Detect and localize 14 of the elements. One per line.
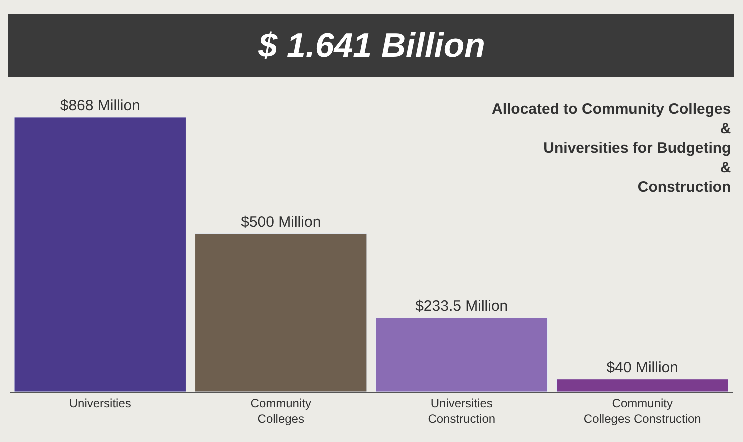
- chart-title: $ 1.641 Billion: [258, 27, 486, 65]
- data-label: $868 Million: [60, 97, 140, 114]
- x-tick-label: Community Colleges Construction: [584, 396, 702, 426]
- x-tick-label: Community Colleges: [250, 396, 312, 426]
- text: Allocated to Community Colleges & Universities for Budgeting & Construction: [492, 101, 732, 196]
- x-tick-label: Universities Construction: [428, 396, 496, 426]
- data-label: $500 Million: [241, 214, 322, 231]
- x-tick-label: Universities: [69, 396, 132, 410]
- bar: [556, 379, 729, 392]
- bar: [14, 117, 186, 392]
- bar: [195, 234, 368, 392]
- data-label: $233.5 Million: [416, 298, 508, 316]
- data-label: $40 Million: [606, 359, 678, 376]
- bar: [376, 318, 548, 392]
